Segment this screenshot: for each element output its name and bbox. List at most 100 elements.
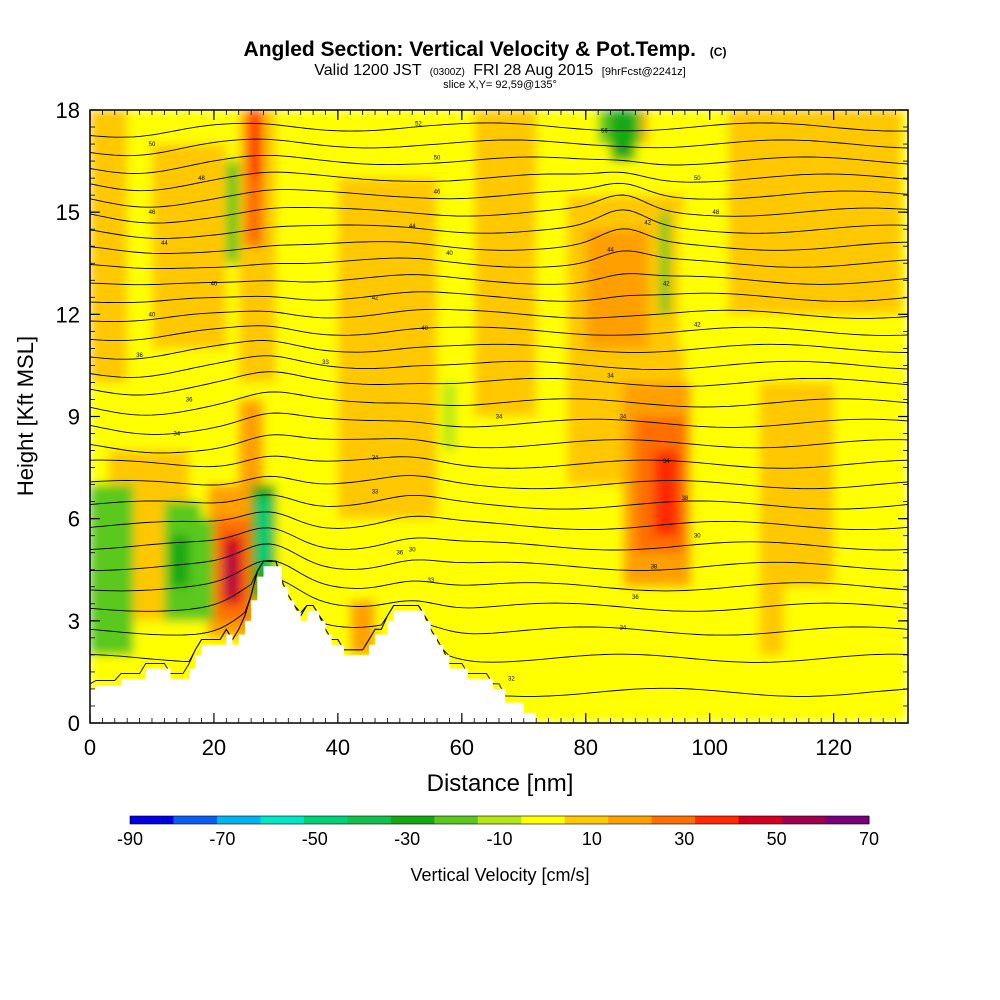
isentrope-label: 34: [620, 415, 627, 421]
colorbar-swatch: [695, 816, 740, 824]
vertical-velocity-field: [90, 110, 908, 723]
colorbar-swatch: [260, 816, 305, 824]
velocity-cell: [653, 450, 679, 536]
colorbar-swatch: [782, 816, 827, 824]
x-tick-label: 100: [691, 735, 728, 760]
isentrope-line: [90, 511, 908, 531]
velocity-cell: [660, 212, 670, 315]
x-tick-label: 20: [202, 735, 226, 760]
x-tick-label: 120: [815, 735, 852, 760]
x-tick-label: 60: [450, 735, 474, 760]
isentrope-line: [90, 250, 908, 270]
isentrope-label: 30: [409, 547, 416, 553]
isentrope-label: 38: [682, 496, 689, 502]
isentrope-label: 44: [161, 241, 168, 247]
isentrope-line: [90, 273, 908, 286]
isentrope-label: 34: [372, 455, 379, 461]
isentrope-label: 34: [607, 374, 614, 380]
slice-label: slice X,Y= 92,59@135°: [443, 79, 557, 91]
velocity-cell: [610, 110, 636, 162]
chart-title-tag: (C): [710, 45, 727, 59]
x-axis: 0 20 40 60 80 100 120: [84, 110, 909, 760]
isentrope-label: 48: [198, 176, 205, 182]
isentrope-label: 38: [651, 564, 658, 570]
x-axis-label: Distance [nm]: [427, 770, 574, 797]
isentrope-line: [90, 228, 908, 254]
colorbar-swatch: [521, 816, 566, 824]
isentrope-label: 50: [149, 142, 156, 148]
isentrope-line: [90, 559, 908, 592]
subtitle-valid: Valid 1200 JST: [314, 62, 422, 79]
svg-text:Angled Section: Vertical Veloc: Angled Section: Vertical Velocity & Pot.…: [244, 38, 727, 61]
x-tick-label: 40: [326, 735, 350, 760]
velocity-cell: [511, 620, 623, 723]
subtitle-forecast: [9hrFcst@2241z]: [602, 66, 686, 78]
isentrope-label: 33: [322, 360, 329, 366]
isentrope-label: 32: [508, 677, 515, 683]
isentrope-line: [90, 355, 908, 378]
plot-area: 34 34 33 30 36 33 32 34 36 38 30 38 34 34 34 34 33 36 36 40…: [90, 110, 908, 723]
isentrope-line: [90, 325, 908, 342]
isentrope-label: 50: [434, 156, 441, 162]
terrain-mask: [90, 566, 537, 723]
isentrope-line: [90, 171, 908, 192]
isentrope-line: [90, 543, 908, 571]
isentrope-line: [90, 154, 908, 174]
isentrope-line: [90, 475, 908, 490]
isentrope-line: [90, 138, 908, 157]
colorbar-swatch: [651, 816, 696, 824]
isentrope-label: 36: [397, 551, 404, 557]
isentrope-label: 34: [663, 459, 670, 465]
colorbar-tick-label: -90: [117, 829, 143, 849]
colorbar-swatch: [477, 816, 522, 824]
isentrope-line: [90, 340, 908, 360]
y-tick-label: 6: [68, 507, 80, 532]
y-tick-label: 9: [68, 405, 80, 430]
title-block: Angled Section: Vertical Velocity & Pot.…: [244, 38, 727, 91]
velocity-cell: [195, 518, 214, 621]
isentrope-line: [90, 412, 908, 435]
colorbar-frame: [129, 815, 870, 825]
x-tick-label: 80: [574, 735, 598, 760]
colorbar-label: Vertical Velocity [cm/s]: [410, 865, 589, 885]
isentrope-label: 36: [632, 595, 639, 601]
colorbar-swatch: [564, 816, 609, 824]
isentrope-label: 40: [446, 251, 453, 257]
velocity-cell: [337, 178, 438, 519]
isentrope-label: 40: [211, 282, 218, 288]
isentrope-label: 34: [173, 432, 180, 438]
velocity-cell: [474, 110, 537, 417]
isentrope-label: 44: [607, 248, 614, 254]
isentrope-label: 36: [186, 397, 193, 403]
colorbar-swatch: [173, 816, 218, 824]
velocity-cell: [443, 382, 456, 451]
y-tick-label: 0: [68, 711, 80, 736]
isentrope-label: 56: [601, 128, 608, 134]
isentrope-label: 42: [372, 295, 379, 301]
colorbar-tick-label: -70: [209, 829, 235, 849]
colorbar-swatch: [434, 816, 479, 824]
y-axis-label: Height [Kft MSL]: [13, 336, 38, 496]
velocity-cell: [226, 552, 234, 594]
velocity-cell: [226, 161, 239, 264]
isentrope-line: [90, 291, 908, 304]
x-tick-label: 0: [84, 735, 96, 760]
colorbar-tick-label: 50: [767, 829, 787, 849]
velocity-cell: [251, 110, 261, 179]
isentrope-line: [90, 182, 908, 208]
colorbar-swatch: [825, 816, 870, 824]
colorbar-tick-label: -50: [302, 829, 328, 849]
isentrope-label: 33: [427, 578, 434, 584]
colorbar-tick-label: 70: [859, 829, 879, 849]
isentrope-label: 48: [713, 210, 720, 216]
isentrope-line: [90, 209, 908, 239]
velocity-cell: [90, 110, 128, 383]
subtitle-utc: (0300Z): [430, 67, 465, 78]
velocity-cell: [170, 535, 190, 587]
isentrope-label: 36: [136, 353, 143, 359]
velocity-cell: [678, 212, 716, 349]
isentrope-label: 46: [149, 210, 156, 216]
colorbar-tick-label: -30: [394, 829, 420, 849]
